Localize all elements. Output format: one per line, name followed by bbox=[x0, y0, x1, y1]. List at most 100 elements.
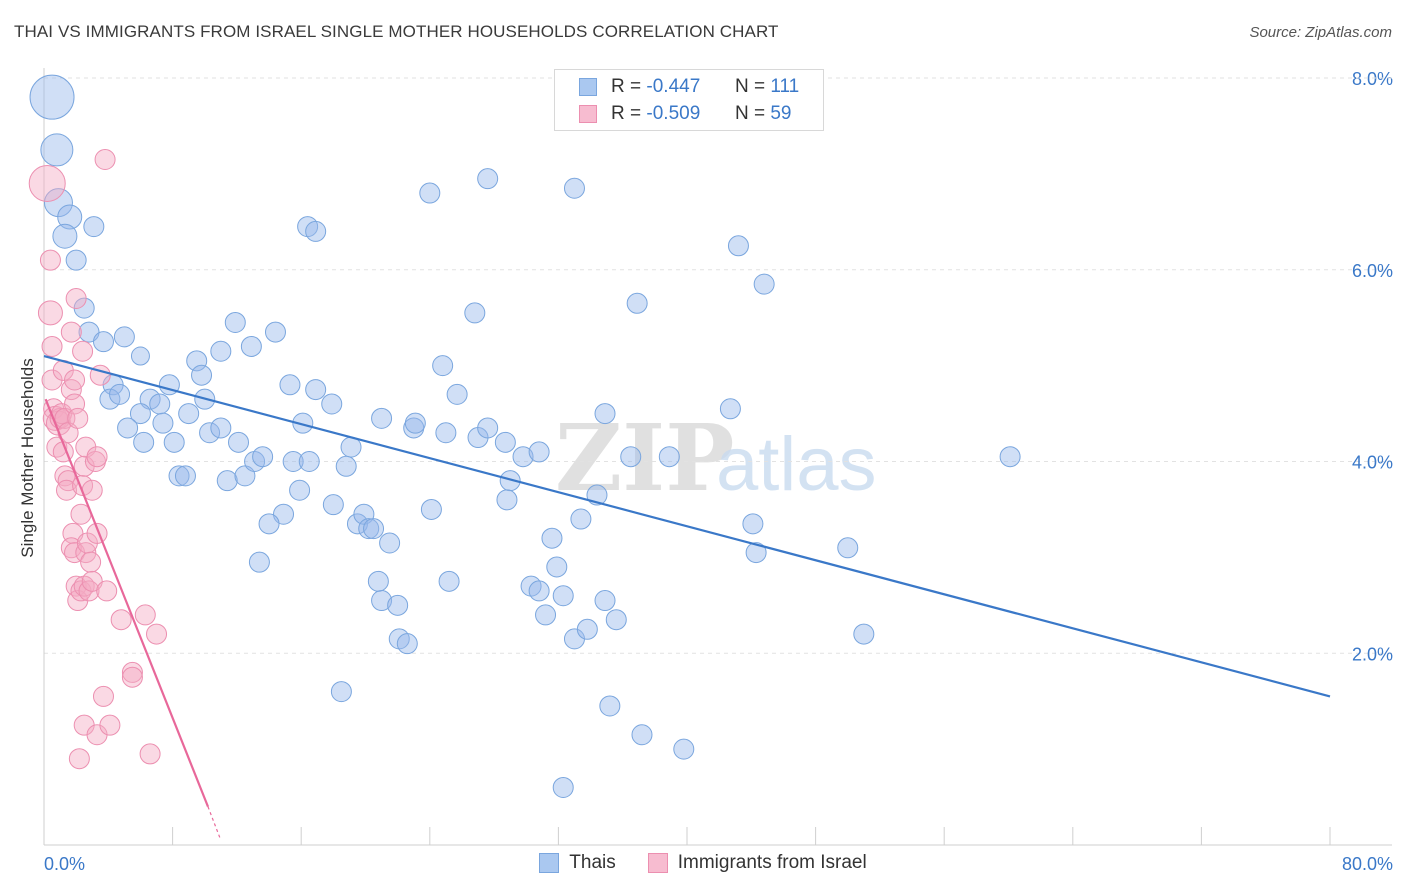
thai-point bbox=[240, 335, 262, 357]
thai-point bbox=[264, 321, 286, 343]
thai-point bbox=[594, 590, 616, 612]
thai-point bbox=[387, 594, 409, 616]
thais-swatch bbox=[579, 78, 597, 96]
thai-point bbox=[477, 417, 499, 439]
thai-point bbox=[152, 412, 174, 434]
israel-point bbox=[110, 609, 132, 631]
y-axis-title: Single Mother Households bbox=[18, 358, 37, 557]
thai-point bbox=[92, 331, 114, 353]
thai-point bbox=[541, 527, 563, 549]
thai-point bbox=[216, 470, 238, 492]
thai-point bbox=[477, 168, 499, 190]
thai-point bbox=[673, 738, 695, 760]
thai-point bbox=[113, 326, 135, 348]
thai-point bbox=[570, 508, 592, 530]
thai-point bbox=[335, 455, 357, 477]
y-tick-label: 2.0% bbox=[1352, 644, 1393, 664]
thai-point bbox=[282, 451, 304, 472]
israel-point bbox=[121, 661, 143, 683]
thai-point bbox=[191, 364, 213, 386]
israel-point bbox=[28, 164, 66, 202]
thai-point bbox=[186, 350, 208, 372]
thai-point bbox=[626, 292, 648, 314]
y-tick-label: 8.0% bbox=[1352, 69, 1393, 89]
israel-point bbox=[94, 148, 116, 170]
legend-item-israel[interactable]: Immigrants from Israel bbox=[647, 852, 867, 874]
thai-point bbox=[535, 604, 557, 626]
israel-swatch bbox=[647, 853, 668, 873]
y-tick-label: 4.0% bbox=[1352, 453, 1393, 473]
thai-point bbox=[109, 383, 131, 405]
thais-swatch bbox=[539, 853, 560, 873]
thai-trend-line bbox=[43, 354, 1331, 698]
thai-point bbox=[620, 446, 642, 468]
thai-point bbox=[419, 182, 441, 204]
israel-point bbox=[65, 288, 87, 310]
thai-point bbox=[99, 388, 121, 410]
thai-point bbox=[168, 465, 190, 487]
israel-point bbox=[67, 407, 89, 429]
n-value: 111 bbox=[770, 76, 800, 97]
israel-point bbox=[80, 551, 102, 573]
thai-point bbox=[371, 407, 393, 429]
thai-point bbox=[853, 623, 875, 645]
chart-title: THAI VS IMMIGRANTS FROM ISRAEL SINGLE MO… bbox=[14, 22, 779, 41]
thai-point bbox=[248, 551, 270, 573]
thai-point bbox=[199, 422, 221, 444]
thai-point bbox=[358, 518, 380, 540]
thai-point bbox=[292, 412, 314, 434]
thai-point bbox=[367, 570, 389, 592]
thai-point bbox=[745, 542, 767, 564]
israel-point bbox=[39, 249, 61, 271]
legend-label: Immigrants from Israel bbox=[677, 852, 867, 873]
thai-point bbox=[83, 216, 105, 238]
thai-point bbox=[258, 513, 280, 535]
y-tick-label: 6.0% bbox=[1352, 261, 1393, 281]
thai-point bbox=[753, 273, 775, 295]
israel-point bbox=[41, 335, 63, 357]
thai-point bbox=[446, 383, 468, 405]
thai-point bbox=[117, 417, 139, 439]
israel-swatch bbox=[579, 105, 597, 123]
thai-point bbox=[594, 403, 616, 425]
israel-point bbox=[92, 685, 114, 707]
thai-point bbox=[289, 479, 311, 501]
r-label: R = bbox=[611, 76, 642, 97]
thai-point bbox=[57, 204, 83, 230]
thai-point bbox=[552, 776, 574, 798]
r-value: -0.447 bbox=[646, 76, 701, 97]
thai-point bbox=[512, 446, 534, 468]
thai-point bbox=[130, 346, 150, 366]
thai-point bbox=[330, 681, 352, 703]
israel-point bbox=[86, 446, 108, 468]
thai-point bbox=[552, 585, 574, 607]
israel-point bbox=[146, 623, 168, 645]
legend-item-thais[interactable]: Thais bbox=[539, 852, 616, 874]
thai-point bbox=[404, 412, 426, 434]
thai-point bbox=[528, 580, 550, 602]
n-label: N = bbox=[734, 103, 766, 124]
israel-trend-extension bbox=[207, 806, 222, 841]
thai-point bbox=[133, 431, 155, 453]
thai-point bbox=[435, 422, 457, 444]
thai-point bbox=[528, 441, 550, 463]
thai-point bbox=[149, 393, 171, 415]
thai-point bbox=[599, 695, 621, 717]
thai-point bbox=[65, 249, 87, 271]
watermark-atlas: atlas bbox=[716, 422, 877, 507]
x-tick-label: 80.0% bbox=[1342, 854, 1393, 874]
thai-point bbox=[719, 398, 741, 420]
thai-point bbox=[742, 513, 764, 535]
thai-point bbox=[40, 133, 74, 167]
thai-point bbox=[363, 518, 385, 540]
thai-point bbox=[228, 431, 250, 453]
n-label: N = bbox=[734, 76, 766, 97]
series-legend: Thais Immigrants from Israel bbox=[0, 852, 1406, 874]
thai-point bbox=[43, 188, 73, 218]
thai-point bbox=[174, 465, 196, 487]
thai-point bbox=[224, 311, 246, 333]
watermark-zip: ZIP bbox=[555, 404, 734, 512]
thai-point bbox=[305, 379, 327, 401]
thai-point bbox=[129, 403, 151, 425]
